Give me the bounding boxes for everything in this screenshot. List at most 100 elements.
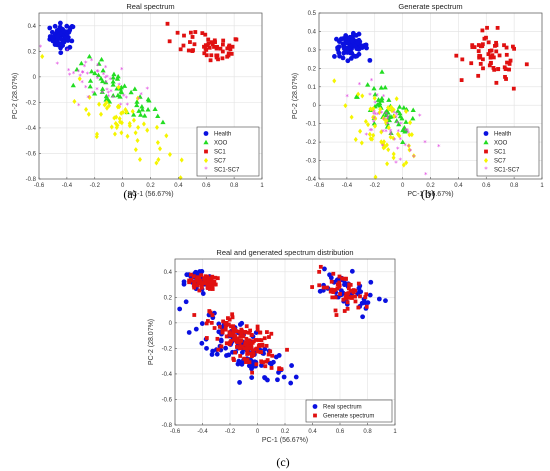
point-real-spectrum (259, 363, 264, 368)
point-generate-spectrum (210, 274, 215, 279)
point-real-spectrum (376, 296, 382, 302)
legend-marker: * (204, 166, 208, 174)
point-generate-spectrum (347, 282, 352, 287)
point-generate-spectrum (238, 354, 243, 358)
point-xoo (395, 108, 401, 113)
point-xoo (118, 88, 124, 94)
point-sc1 (487, 63, 492, 68)
point-xoo (410, 115, 416, 121)
point-sc1 (503, 67, 508, 71)
point-sc1-sc7: * (105, 86, 109, 94)
point-generate-spectrum (258, 330, 263, 335)
point-sc1-sc7: * (386, 120, 390, 128)
point-xoo (399, 115, 405, 121)
point-xoo (78, 60, 84, 66)
point-sc1-sc7: * (137, 95, 141, 103)
point-generate-spectrum (364, 304, 369, 309)
legend-label: Health (494, 132, 511, 138)
point-real-spectrum (288, 380, 294, 386)
x-axis-label: PC-1 (56.67%) (407, 191, 453, 198)
point-sc7 (366, 122, 371, 128)
point-sc1-sc7: * (380, 110, 384, 118)
point-real-spectrum (276, 370, 281, 375)
point-health (345, 39, 351, 45)
x-tick-label: -0.4 (62, 183, 73, 189)
point-sc1-sc7: * (406, 127, 410, 135)
point-generate-spectrum (255, 327, 260, 332)
point-real-spectrum (214, 351, 220, 357)
point-xoo (134, 99, 140, 104)
point-generate-spectrum (232, 337, 236, 342)
point-generate-spectrum (192, 285, 197, 290)
panel-caption: (b) (421, 187, 435, 201)
point-sc1 (511, 44, 515, 49)
legend-label: XOO (214, 141, 228, 147)
point-sc1-sc7: * (91, 89, 95, 97)
point-generate-spectrum (358, 294, 362, 299)
point-sc7 (391, 151, 396, 157)
point-sc1-sc7: * (399, 156, 403, 164)
point-health (55, 27, 61, 33)
point-generate-spectrum (245, 357, 250, 362)
point-sc7 (386, 147, 391, 153)
point-sc1 (490, 53, 495, 58)
point-generate-spectrum (239, 338, 244, 343)
point-sc1-sc7: * (95, 68, 99, 76)
point-sc7 (407, 132, 412, 138)
point-xoo (92, 70, 98, 76)
point-xoo (139, 103, 145, 109)
point-sc7 (404, 160, 409, 166)
point-sc1 (202, 51, 207, 56)
point-health (52, 23, 58, 29)
point-sc7 (391, 155, 396, 161)
point-sc1-sc7: * (437, 143, 441, 151)
point-sc1 (190, 49, 195, 53)
point-sc1-sc7: * (105, 73, 109, 81)
point-sc1-sc7: * (368, 92, 372, 100)
point-generate-spectrum (237, 340, 242, 345)
point-generate-spectrum (220, 328, 225, 333)
point-sc1-sc7: * (39, 44, 43, 52)
x-tick-label: 0.6 (482, 183, 491, 189)
point-sc1-sc7: * (392, 110, 396, 118)
point-sc1-sc7: * (376, 111, 380, 119)
point-sc1 (480, 42, 485, 47)
point-sc1 (494, 49, 499, 54)
point-generate-spectrum (346, 295, 351, 300)
point-generate-spectrum (206, 286, 211, 290)
point-sc1-sc7: * (365, 132, 369, 140)
point-sc1 (486, 40, 491, 45)
point-real-spectrum (276, 353, 282, 358)
point-sc1 (481, 66, 485, 71)
y-tick-label: -0.2 (162, 346, 173, 352)
point-sc7 (391, 107, 396, 113)
point-real-spectrum (328, 275, 334, 281)
point-sc1-sc7: * (396, 145, 400, 153)
x-tick-label: -0.2 (90, 183, 101, 189)
point-sc1 (489, 48, 494, 53)
point-sc7 (372, 95, 377, 101)
legend: Health XOO SC1 SC7 * SC1-SC7 (196, 126, 260, 177)
legend-label: SC1 (214, 150, 226, 156)
point-generate-spectrum (266, 352, 271, 357)
point-sc7 (109, 124, 114, 130)
point-sc1-sc7: * (109, 88, 113, 96)
point-xoo (142, 113, 148, 118)
point-sc7 (154, 124, 159, 131)
point-generate-spectrum (208, 283, 213, 288)
chart-title: Real spectrum (126, 2, 174, 11)
x-axis-label: PC-1 (56.67%) (262, 437, 308, 444)
point-sc1 (488, 55, 493, 60)
point-real-spectrum (239, 320, 245, 326)
point-generate-spectrum (235, 340, 240, 345)
point-generate-spectrum (337, 274, 342, 279)
point-real-spectrum (383, 298, 388, 304)
point-sc1-sc7: * (396, 128, 400, 136)
point-xoo (99, 89, 105, 94)
point-generate-spectrum (215, 336, 220, 341)
point-sc7 (114, 114, 119, 120)
point-health (349, 38, 355, 43)
point-sc1 (182, 33, 186, 38)
legend-marker (204, 149, 208, 154)
